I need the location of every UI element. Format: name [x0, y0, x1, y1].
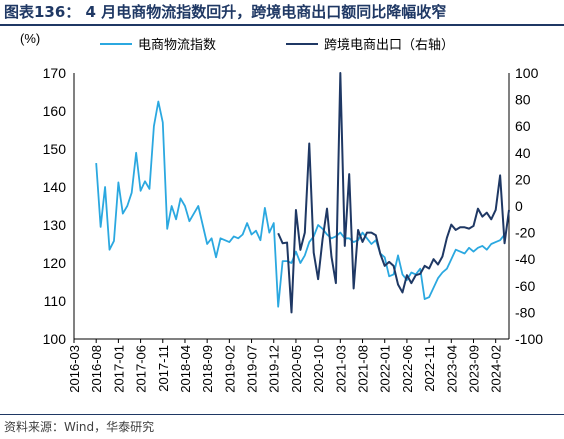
right-tick-label: -40: [515, 251, 535, 267]
x-tick-label: 2016-08: [89, 345, 104, 393]
x-tick-label: 2021-08: [356, 345, 371, 393]
series-cross-border-export: [277, 72, 510, 314]
x-tick-label: 2016-03: [67, 345, 82, 393]
line-cross-border-export: [277, 72, 510, 314]
x-tick-label: 2024-02: [489, 345, 504, 393]
x-tick-label: 2022-01: [378, 345, 393, 393]
legend-label: 电商物流指数: [138, 38, 216, 53]
right-tick-label: 60: [515, 118, 531, 134]
right-tick-label: -20: [515, 225, 535, 241]
x-tick-label: 2019-12: [267, 345, 282, 393]
legend: 电商物流指数 跨境电商出口（右轴）: [100, 38, 454, 53]
x-tick-label: 2019-02: [222, 345, 237, 393]
series-ecommerce-logistics-index: [95, 100, 506, 308]
left-tick-label: 110: [44, 293, 67, 309]
x-tick-label: 2023-04: [444, 345, 459, 393]
x-tick-label: 2022-06: [400, 345, 415, 393]
right-tick-label: -60: [515, 278, 535, 294]
x-tick-label: 2022-11: [422, 345, 437, 392]
source-note: 资料来源：Wind，华泰研究: [4, 420, 155, 434]
right-tick-label: 20: [515, 171, 531, 187]
left-tick-label: 100: [43, 331, 67, 347]
right-tick-label: 0: [515, 198, 523, 214]
left-tick-label: 170: [43, 65, 67, 81]
left-axis-unit: (%): [20, 31, 40, 46]
x-tick-label: 2019-07: [245, 345, 260, 393]
left-tick-label: 120: [43, 255, 67, 271]
x-tick-label: 2017-06: [134, 345, 149, 393]
chart-title: 图表136： 4 月电商物流指数回升，跨境电商出口额同比降幅收窄: [4, 3, 447, 21]
line-ecommerce-logistics-index: [95, 100, 506, 308]
x-tick-label: 2017-11: [156, 345, 171, 392]
left-tick-label: 130: [43, 217, 67, 233]
x-tick-label: 2017-01: [111, 345, 126, 393]
right-tick-label: 40: [515, 145, 531, 161]
x-tick-label: 2018-09: [200, 345, 215, 393]
x-tick-label: 2018-04: [178, 345, 193, 393]
right-tick-label: -80: [515, 304, 535, 320]
title-bar: 图表136： 4 月电商物流指数回升，跨境电商出口额同比降幅收窄: [0, 0, 564, 26]
left-tick-label: 160: [43, 103, 67, 119]
axes: 100 110 120 130 140 150 160 170 -100 -80 -60 -40 -20…: [43, 65, 544, 393]
left-tick-label: 140: [43, 179, 67, 195]
left-tick-label: 150: [43, 141, 67, 157]
right-tick-label: 100: [515, 65, 539, 81]
x-tick-label: 2021-03: [333, 345, 348, 393]
x-tick-label: 2020-05: [289, 345, 304, 393]
legend-label: 跨境电商出口（右轴）: [324, 38, 454, 53]
right-tick-label: -100: [515, 331, 543, 347]
footer-divider: [0, 414, 564, 415]
right-tick-label: 80: [515, 92, 531, 108]
x-tick-label: 2020-10: [311, 345, 326, 393]
x-tick-label: 2023-09: [466, 345, 481, 393]
